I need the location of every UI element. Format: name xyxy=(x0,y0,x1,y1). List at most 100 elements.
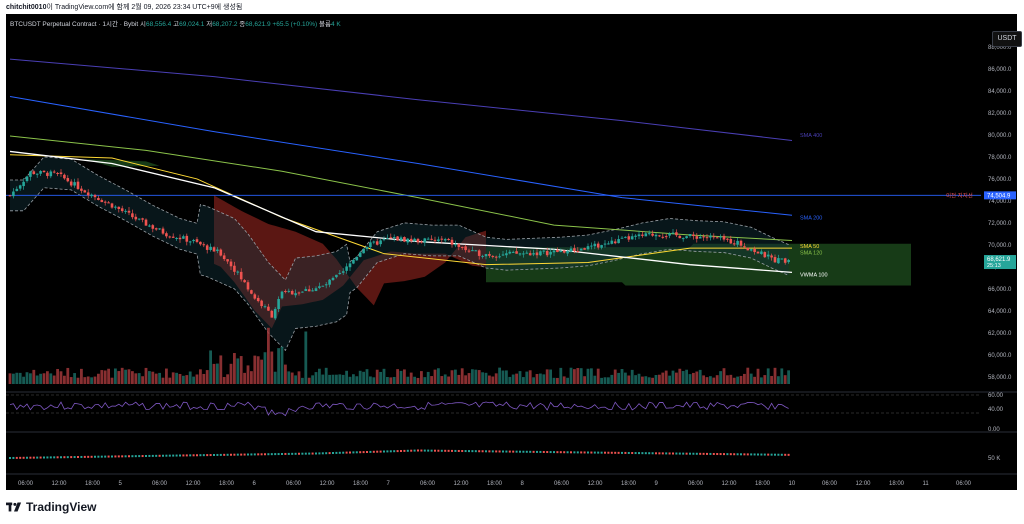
volume-bar xyxy=(607,377,610,384)
delta-marker xyxy=(723,453,725,456)
delta-marker xyxy=(332,452,334,454)
volume-bar xyxy=(443,374,447,384)
candle-body xyxy=(698,236,702,239)
volume-bar xyxy=(586,368,590,384)
candle-body xyxy=(739,240,743,246)
volume-bar xyxy=(420,371,423,384)
delta-marker xyxy=(26,456,28,459)
time-tick-label: 06:00 xyxy=(286,481,302,487)
volume-bar xyxy=(32,369,36,384)
volume-bar xyxy=(624,372,627,384)
volume-bar xyxy=(641,376,644,384)
delta-marker xyxy=(386,450,389,453)
delta-marker xyxy=(648,452,651,455)
candle-body xyxy=(726,238,729,240)
delta-marker xyxy=(546,451,549,454)
volume-bar xyxy=(746,367,750,384)
volume-bar xyxy=(515,373,518,384)
candle-body xyxy=(420,241,423,243)
time-tick-label: 10 xyxy=(789,481,796,487)
delta-marker xyxy=(410,449,413,452)
volume-bar xyxy=(539,373,542,384)
volume-bar xyxy=(559,367,563,384)
volume-bar xyxy=(83,377,87,384)
delta-marker xyxy=(209,454,212,457)
volume-bar xyxy=(440,376,444,384)
delta-marker xyxy=(400,450,402,452)
delta-marker xyxy=(597,451,600,454)
currency-button[interactable]: USDT xyxy=(992,31,1022,47)
volume-bar xyxy=(18,372,22,384)
tradingview-logo[interactable]: TradingView xyxy=(6,500,96,514)
volume-bar xyxy=(732,377,736,384)
author-name[interactable]: chitchit0010 xyxy=(6,4,47,11)
volume-bar xyxy=(161,377,165,384)
volume-bar xyxy=(307,377,311,384)
delta-marker xyxy=(355,451,358,454)
volume-bar xyxy=(120,367,124,384)
candle-body xyxy=(22,181,25,187)
delta-marker xyxy=(335,451,338,454)
candle-body xyxy=(715,237,719,239)
volume-bar xyxy=(212,363,216,384)
candle-body xyxy=(443,239,447,241)
time-tick-label: 8 xyxy=(521,481,525,487)
candle-body xyxy=(743,246,746,248)
volume-bar xyxy=(739,375,743,384)
volume-bar xyxy=(49,373,53,384)
delta-marker xyxy=(491,450,494,453)
volume-bar xyxy=(134,373,138,384)
delta-marker xyxy=(736,453,739,456)
candle-body xyxy=(199,241,202,245)
delta-marker xyxy=(219,453,222,456)
volume-bar xyxy=(491,376,495,384)
volume-bar xyxy=(270,351,274,384)
volume-bar xyxy=(433,369,437,384)
candle-body xyxy=(243,280,246,283)
volume-bar xyxy=(511,374,515,384)
delta-marker xyxy=(454,449,457,452)
volume-bar xyxy=(416,377,420,384)
time-tick-label: 12:00 xyxy=(856,481,872,487)
delta-marker xyxy=(311,452,314,455)
volume-bar xyxy=(358,370,362,384)
candle-body xyxy=(766,254,770,257)
delta-marker xyxy=(155,454,158,457)
volume-bar xyxy=(488,375,491,384)
candle-body xyxy=(120,208,124,212)
delta-marker xyxy=(345,451,348,454)
candle-body xyxy=(641,234,644,236)
volume-bar xyxy=(675,372,678,384)
candle-body xyxy=(471,250,474,252)
volume-bar xyxy=(518,371,522,384)
delta-marker xyxy=(104,455,107,458)
volume-bar xyxy=(260,359,263,384)
candle-body xyxy=(610,240,614,244)
volume-bar xyxy=(681,371,685,384)
chart-panel[interactable]: 88,000.0 86,000.0 84,000.0 82,000.0 80,000.0… xyxy=(6,14,1022,490)
delta-marker xyxy=(743,453,746,456)
legend-part: 68,556.4 xyxy=(146,21,172,28)
volume-bar xyxy=(457,374,461,384)
candle-body xyxy=(488,254,491,256)
volume-bar xyxy=(613,369,617,384)
candle-body xyxy=(246,282,250,290)
volume-bar xyxy=(144,367,148,384)
volume-bar xyxy=(474,369,478,384)
volume-bar xyxy=(97,373,100,384)
delta-marker xyxy=(471,450,474,453)
volume-bar xyxy=(505,370,508,384)
candle-body xyxy=(692,234,695,237)
volume-bar xyxy=(216,363,219,384)
sma50-label: SMA 50 xyxy=(800,244,819,250)
volume-bar xyxy=(688,374,692,384)
chart-canvas[interactable]: 88,000.0 86,000.0 84,000.0 82,000.0 80,000.0… xyxy=(6,14,1017,490)
volume-bar xyxy=(301,377,304,384)
delta-marker xyxy=(774,453,776,456)
candle-body xyxy=(705,237,709,239)
price-tick-label: 66,000.0 xyxy=(988,287,1012,293)
delta-marker xyxy=(22,456,25,459)
volume-bar xyxy=(335,374,338,384)
delta-marker xyxy=(352,451,355,454)
delta-marker xyxy=(420,449,423,452)
